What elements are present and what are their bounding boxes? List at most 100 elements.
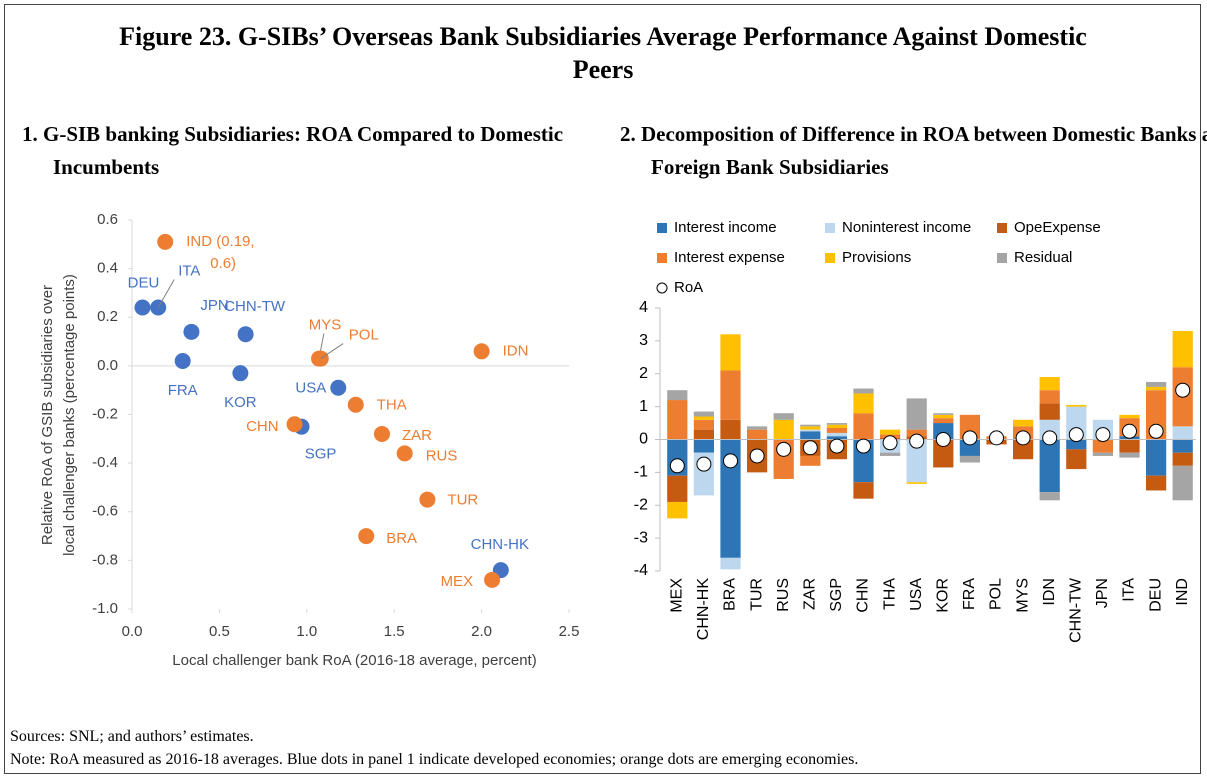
bar-segment (1066, 439, 1087, 450)
point-label: THA (377, 397, 407, 414)
y-tick-label: 1 (639, 398, 648, 415)
bar-segment (800, 426, 821, 430)
bar-segment (1066, 449, 1087, 470)
roa-marker (1148, 423, 1164, 439)
roa-marker (962, 430, 978, 446)
scatter-point (358, 528, 375, 545)
y-tick-label: 4 (639, 299, 648, 316)
x-tick-label: ITA (1121, 578, 1138, 602)
bar-segment (933, 413, 954, 415)
bar-segment (720, 419, 741, 440)
y-tick-label: 0.4 (97, 260, 118, 277)
legend-label: Residual (1014, 249, 1072, 266)
y-axis-label: local challenger banks (percentage point… (61, 274, 78, 556)
point-label: POL (349, 327, 379, 344)
legend-label: Noninterest income (842, 219, 971, 236)
y-tick-label: -1.0 (92, 600, 118, 617)
y-tick-label: -0.4 (92, 454, 118, 471)
leader-line (157, 279, 175, 308)
bar-segment (879, 452, 901, 456)
bar-segment (1119, 452, 1140, 458)
point-label: IDN (503, 342, 529, 359)
scatter-point (237, 326, 254, 343)
bar-segment (906, 439, 927, 483)
legend-marker (656, 282, 668, 294)
scatter-point (373, 425, 390, 442)
bar-segment (826, 432, 848, 437)
y-tick-label: 3 (639, 332, 648, 349)
bar-segment (906, 482, 927, 484)
scatter-point (347, 396, 364, 413)
roa-marker (1015, 430, 1031, 446)
bar-segment (693, 429, 715, 440)
bar-segment (933, 439, 954, 468)
figure-title: Figure 23. G-SIBs’ Overseas Bank Subsidi… (119, 22, 1087, 84)
y-tick-label: 0.2 (97, 308, 118, 325)
bar-segment (1012, 419, 1034, 427)
x-tick-label: 0.5 (209, 623, 230, 640)
y-tick-label: -1 (634, 464, 648, 481)
point-label: CHN-HK (471, 536, 529, 553)
point-label: TUR (447, 492, 478, 509)
roa-marker (1175, 382, 1191, 398)
roa-marker (989, 430, 1004, 446)
x-tick-label: MEX (669, 578, 686, 613)
bar-segment (693, 416, 715, 420)
x-tick-label: DEU (1147, 578, 1164, 612)
y-tick-label: 2 (639, 365, 648, 382)
scatter-point (330, 379, 347, 396)
scatter-point (286, 416, 303, 433)
bar-segment (1172, 465, 1193, 501)
bar-segment (1172, 331, 1193, 368)
roa-marker (1068, 427, 1084, 443)
scatter-point (174, 353, 191, 370)
bar-segment (1012, 439, 1034, 460)
x-tick-label: 1.5 (384, 623, 405, 640)
bar-segment (667, 475, 688, 502)
y-tick-label: -2 (634, 496, 648, 513)
scatter-point (484, 571, 501, 588)
point-label: DEU (128, 274, 160, 291)
bar-segment (720, 557, 741, 570)
x-tick-label: BRA (722, 578, 739, 611)
bar-segment (1039, 403, 1060, 420)
bar-segment (1119, 439, 1140, 453)
bar-segment (720, 334, 741, 371)
x-tick-label: JPN (1094, 578, 1111, 608)
legend-swatch (825, 223, 835, 233)
bar-segment (773, 419, 794, 440)
scatter-point (473, 343, 490, 360)
bar-segment (773, 413, 794, 420)
bar-segment (667, 390, 688, 401)
x-tick-label: SGP (828, 578, 845, 612)
scatter-point (232, 365, 249, 382)
bar-segment (853, 393, 874, 414)
point-label: CHN (246, 418, 279, 435)
bar-segment (853, 388, 874, 394)
roa-marker (909, 433, 925, 449)
x-tick-label: IND (1174, 578, 1191, 606)
roa-marker (1042, 430, 1058, 446)
legend-label: RoA (674, 279, 703, 296)
roa-marker (696, 456, 712, 472)
x-tick-label: RUS (775, 578, 792, 612)
point-label: MEX (441, 573, 474, 590)
scatter-point (419, 491, 436, 508)
point-label: JPN (200, 297, 228, 314)
y-tick-label: -4 (634, 562, 648, 579)
x-tick-label: CHN (855, 578, 872, 613)
bar-segment (853, 482, 874, 499)
roa-marker (776, 441, 792, 457)
legend-label: Interest income (674, 219, 777, 236)
point-label: ZAR (402, 427, 432, 444)
scatter-point (396, 445, 413, 462)
bar-segment (1066, 404, 1087, 407)
x-tick-label: POL (988, 578, 1005, 610)
roa-marker (882, 435, 898, 451)
y-tick-label: -3 (634, 529, 648, 546)
x-tick-label: CHN-HK (695, 578, 712, 641)
legend-swatch (657, 223, 667, 233)
point-label: USA (295, 380, 326, 397)
leader-line (320, 343, 344, 359)
bar-segment (1039, 492, 1060, 501)
